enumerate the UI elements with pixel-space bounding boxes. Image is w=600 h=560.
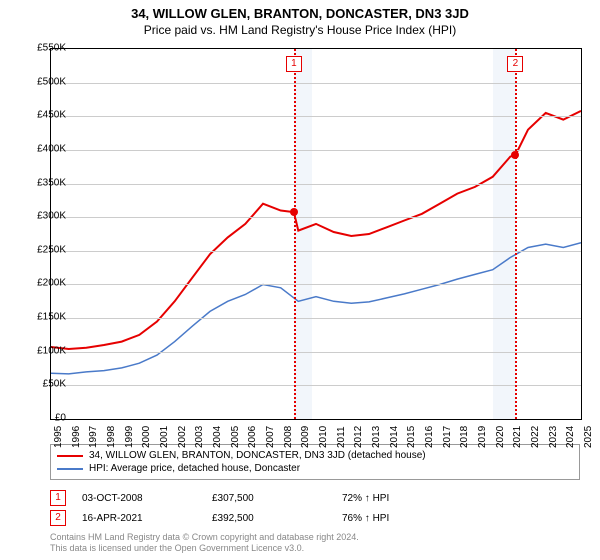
series-price [51, 111, 581, 349]
gridline [51, 150, 581, 151]
sale-marker-1: 1 [50, 490, 66, 506]
x-axis-label: 1995 [53, 426, 64, 448]
sale-row-2: 2 16-APR-2021 £392,500 76% ↑ HPI [50, 510, 580, 526]
marker-label: 2 [507, 56, 523, 72]
gridline [51, 251, 581, 252]
y-axis-label: £300K [37, 211, 66, 222]
y-axis-label: £350K [37, 177, 66, 188]
x-axis-label: 2014 [389, 426, 400, 448]
x-axis-label: 1996 [71, 426, 82, 448]
chart-container: { "title": "34, WILLOW GLEN, BRANTON, DO… [0, 0, 600, 560]
chart-title: 34, WILLOW GLEN, BRANTON, DONCASTER, DN3… [0, 0, 600, 21]
x-axis-label: 1997 [88, 426, 99, 448]
gridline [51, 385, 581, 386]
sale-pct-2: 76% ↑ HPI [342, 513, 472, 524]
x-axis-label: 2003 [194, 426, 205, 448]
x-axis-label: 2009 [300, 426, 311, 448]
sale-marker-2: 2 [50, 510, 66, 526]
x-axis-label: 2002 [177, 426, 188, 448]
marker-vline [294, 49, 296, 419]
x-axis-label: 1999 [124, 426, 135, 448]
legend: 34, WILLOW GLEN, BRANTON, DONCASTER, DN3… [50, 444, 580, 480]
x-axis-label: 2000 [141, 426, 152, 448]
x-axis-label: 2012 [353, 426, 364, 448]
x-axis-label: 2005 [230, 426, 241, 448]
x-axis-label: 2019 [477, 426, 488, 448]
x-axis-label: 2001 [159, 426, 170, 448]
y-axis-label: £550K [37, 43, 66, 54]
x-axis-label: 2025 [583, 426, 594, 448]
x-axis-label: 2024 [565, 426, 576, 448]
plot-svg [51, 49, 581, 419]
footer-line-2: This data is licensed under the Open Gov… [50, 543, 359, 554]
y-axis-label: £0 [55, 413, 66, 424]
footer-line-1: Contains HM Land Registry data © Crown c… [50, 532, 359, 543]
x-axis-label: 2016 [424, 426, 435, 448]
series-hpi [51, 243, 581, 374]
gridline [51, 116, 581, 117]
x-axis-label: 2013 [371, 426, 382, 448]
legend-swatch-1 [57, 455, 83, 457]
x-axis-label: 2011 [336, 426, 347, 448]
x-axis-label: 2018 [459, 426, 470, 448]
x-axis-label: 2015 [406, 426, 417, 448]
x-axis-label: 2010 [318, 426, 329, 448]
gridline [51, 318, 581, 319]
sale-date-1: 03-OCT-2008 [82, 493, 212, 504]
gridline [51, 352, 581, 353]
x-axis-label: 2017 [442, 426, 453, 448]
x-axis-label: 2020 [495, 426, 506, 448]
sale-price-1: £307,500 [212, 493, 342, 504]
chart-subtitle: Price paid vs. HM Land Registry's House … [0, 21, 600, 37]
y-axis-label: £200K [37, 278, 66, 289]
x-axis-label: 2008 [283, 426, 294, 448]
sale-date-2: 16-APR-2021 [82, 513, 212, 524]
y-axis-label: £250K [37, 244, 66, 255]
gridline [51, 184, 581, 185]
legend-label-1: 34, WILLOW GLEN, BRANTON, DONCASTER, DN3… [89, 450, 426, 461]
sale-price-2: £392,500 [212, 513, 342, 524]
legend-series-1: 34, WILLOW GLEN, BRANTON, DONCASTER, DN3… [57, 449, 573, 462]
marker-vline [515, 49, 517, 419]
x-axis-label: 2023 [548, 426, 559, 448]
y-axis-label: £150K [37, 312, 66, 323]
sale-pct-1: 72% ↑ HPI [342, 493, 472, 504]
sale-row-1: 1 03-OCT-2008 £307,500 72% ↑ HPI [50, 490, 580, 506]
gridline [51, 83, 581, 84]
y-axis-label: £450K [37, 110, 66, 121]
y-axis-label: £100K [37, 345, 66, 356]
legend-series-2: HPI: Average price, detached house, Donc… [57, 462, 573, 475]
y-axis-label: £500K [37, 76, 66, 87]
x-axis-label: 2006 [247, 426, 258, 448]
x-axis-label: 2021 [512, 426, 523, 448]
x-axis-label: 2007 [265, 426, 276, 448]
legend-swatch-2 [57, 468, 83, 470]
marker-label: 1 [286, 56, 302, 72]
x-axis-label: 1998 [106, 426, 117, 448]
footer: Contains HM Land Registry data © Crown c… [50, 532, 359, 555]
y-axis-label: £400K [37, 143, 66, 154]
gridline [51, 284, 581, 285]
x-axis-label: 2022 [530, 426, 541, 448]
marker-dot [290, 208, 298, 216]
plot-area: 12 [50, 48, 582, 420]
y-axis-label: £50K [43, 379, 66, 390]
gridline [51, 217, 581, 218]
x-axis-label: 2004 [212, 426, 223, 448]
legend-label-2: HPI: Average price, detached house, Donc… [89, 463, 300, 474]
